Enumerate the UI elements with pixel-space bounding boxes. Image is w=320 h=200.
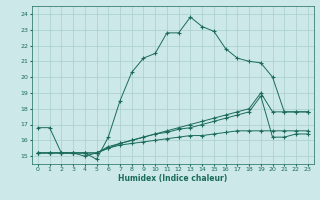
X-axis label: Humidex (Indice chaleur): Humidex (Indice chaleur) <box>118 174 228 183</box>
